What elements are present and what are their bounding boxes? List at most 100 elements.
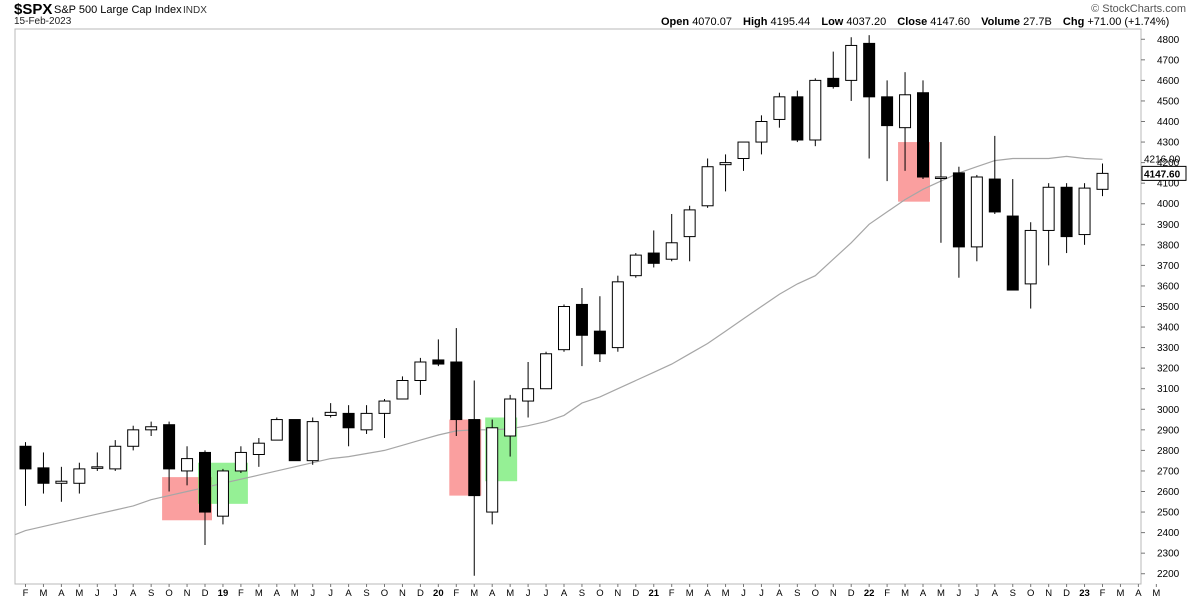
candle-body-up [665, 242, 678, 260]
y-tick-label: 3500 [1157, 302, 1180, 313]
candle-body-down [988, 178, 1001, 213]
candle-body-up [899, 94, 912, 129]
x-tick-label: O [596, 588, 603, 599]
candle-body-down [827, 77, 840, 88]
x-tick-label: M [506, 588, 514, 599]
candle-body-up [252, 442, 265, 456]
candle-body-up [216, 470, 229, 517]
x-tick-label: N [614, 588, 621, 599]
candle [109, 440, 122, 471]
candle [647, 230, 660, 268]
x-tick-label: 22 [864, 588, 875, 599]
x-tick-label: A [345, 588, 352, 599]
candle [1078, 183, 1091, 245]
x-tick-label: D [632, 588, 639, 599]
y-tick-label: 4300 [1157, 138, 1180, 149]
moving-average-tag: 4216.00 [1144, 154, 1181, 165]
candle-body-up [504, 398, 517, 437]
candle [199, 450, 211, 545]
candle-body-down [468, 419, 481, 497]
candle-body-up [755, 121, 768, 143]
x-tick-label: O [1027, 588, 1034, 599]
candle [163, 421, 176, 492]
candle [827, 51, 840, 89]
candle [899, 72, 912, 171]
ticker-symbol: $SPX [14, 1, 53, 18]
y-tick-label: 4000 [1157, 199, 1180, 210]
y-tick-label: 3400 [1157, 323, 1180, 334]
candle-body-down [1060, 186, 1073, 238]
close-label: Close [897, 16, 928, 28]
candle [665, 214, 678, 262]
x-tick-label: M [75, 588, 83, 599]
y-tick-label: 4700 [1157, 55, 1180, 66]
candle [791, 90, 804, 143]
x-tick-label: N [184, 588, 191, 599]
x-tick-label: A [130, 588, 137, 599]
candle-body-up [719, 162, 732, 166]
candle [360, 405, 373, 434]
candle-body-up [522, 388, 535, 402]
candle-body-down [952, 172, 965, 248]
candle-body-down [917, 92, 929, 178]
candle-body-up [378, 400, 391, 414]
y-tick-label: 4200 [1157, 158, 1180, 169]
candle [414, 357, 427, 395]
moving-average-line [14, 155, 1103, 536]
candle-body-down [163, 424, 176, 470]
candle-body-up [306, 421, 319, 462]
candle-body-up [934, 176, 947, 179]
volume-label: Volume [981, 16, 1021, 28]
candle [575, 288, 588, 367]
candle-body-up [234, 451, 247, 472]
low-label: Low [821, 16, 844, 28]
candle-body-down [575, 303, 588, 336]
y-tick-label: 3800 [1157, 240, 1180, 251]
candle [593, 296, 606, 362]
x-tick-label: A [704, 588, 711, 599]
x-tick-label: O [381, 588, 388, 599]
x-tick-label: J [741, 588, 746, 599]
candle-body-up [1042, 186, 1055, 231]
exchange-label: INDX [183, 5, 207, 16]
brand-watermark: © StockCharts.com [1091, 3, 1186, 15]
x-tick-label: J [328, 588, 333, 599]
candle-body-up [558, 306, 570, 351]
candle-body-down [288, 419, 301, 462]
candle [755, 115, 768, 155]
last-price-tag: 4147.60 [1144, 169, 1181, 180]
x-tick-label: S [794, 588, 800, 599]
candle-body-up [396, 380, 409, 400]
candle [450, 328, 463, 436]
candle [1042, 183, 1055, 266]
candle-body-up [109, 445, 122, 470]
x-tick-label: J [974, 588, 979, 599]
candle [55, 466, 68, 502]
candle [234, 446, 247, 473]
x-tick-label: A [1135, 588, 1142, 599]
x-tick-label: M [937, 588, 945, 599]
candle-body-up [809, 79, 822, 141]
candle [540, 351, 553, 390]
x-tick-label: 21 [648, 588, 659, 599]
open-label: Open [661, 16, 690, 28]
x-tick-label: D [417, 588, 424, 599]
close-value: 4147.60 [930, 16, 971, 28]
y-tick-label: 4100 [1157, 179, 1180, 190]
candle-body-up [181, 458, 194, 472]
y-tick-label: 2900 [1157, 425, 1180, 436]
x-tick-label: D [202, 588, 209, 599]
y-tick-label: 2500 [1157, 508, 1180, 519]
chart-date: 15-Feb-2023 [14, 16, 72, 27]
candle [917, 80, 929, 180]
x-tick-label: F [23, 588, 29, 599]
y-tick-label: 3100 [1157, 384, 1180, 395]
candle [773, 92, 786, 128]
x-tick-label: N [399, 588, 406, 599]
chg-value: +71.00 (+1.74%) [1087, 16, 1170, 28]
candle-body-down [593, 330, 606, 355]
candle-body-down [37, 467, 50, 484]
candle [737, 141, 750, 171]
candle [270, 417, 283, 441]
